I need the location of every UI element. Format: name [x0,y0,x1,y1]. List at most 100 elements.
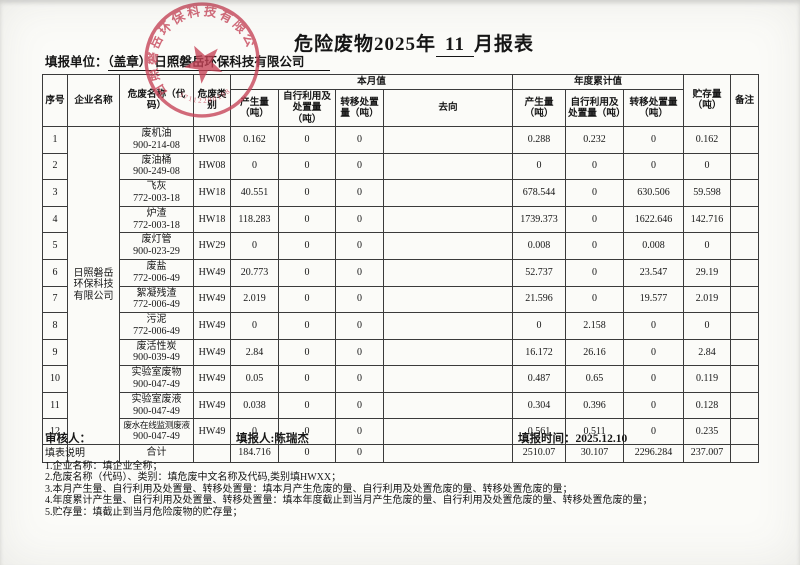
cell-destination [382,179,514,207]
cell-waste-category: HW49 [193,365,231,393]
cell-month-self-disposed: 0 [278,125,336,154]
waste-name-text: 炉渣 [146,207,167,219]
cell-destination [382,232,514,260]
cell-storage: 0 [683,152,732,181]
waste-code-text: 772-003-18 [133,192,180,204]
header-waste-category: 危废类别 [193,74,231,127]
cell-index: 8 [42,312,68,340]
table-row: 11 实验室废液 900-047-49 HW49 0.038 0 0 0.304 0.396 0 0… [42,391,760,420]
note-item: 5.贮存量：填截止到当月危险废物的贮存量； [45,506,243,518]
table-row: 10 实验室废物 900-047-49 HW49 0.05 0 0 0.487 0.65 0 0.1… [42,365,760,393]
cell-year-transferred: 0.008 [623,232,685,260]
waste-name-text: 实验室废液 [131,393,182,405]
cell-year-produced: 0.304 [512,391,567,420]
cell-year-produced: 0 [512,312,567,340]
cell-destination [382,285,514,314]
cell-remark [730,258,760,287]
note-item: 3.本月产生量、自行利用及处置量、转移处置量：填本月产生危废的量、自行利用及处置… [45,483,573,495]
cell-index: 10 [42,365,68,393]
cell-year-transferred: 1622.646 [623,205,685,234]
table-row: 12 废水在线监测废液 900-047-49 HW49 0 0 0 0.561 0.511 0 0.… [42,418,760,445]
cell-waste-category: HW49 [193,391,231,420]
cell-waste-name: 废灯管 900-023-29 [119,232,194,260]
table-row: 7 絮凝残渣 772-006-49 HW49 2.019 0 0 21.596 0 19.577 2… [42,285,760,314]
cell-year-produced: 0.487 [512,365,567,393]
cell-year-transferred: 0 [623,312,685,340]
waste-table-body: 1 日照磐岳环保科技有限公司 废机油 900-214-08 HW08 0.162 0 0 0.2… [42,125,760,445]
cell-waste-category: HW08 [193,152,231,181]
cell-month-produced: 2.019 [230,285,279,314]
cell-year-transferred: 0 [623,125,685,154]
cell-waste-category: HW49 [193,312,231,340]
cell-waste-name: 废油桶 900-249-08 [119,152,194,181]
cell-year-produced: 52.737 [512,258,567,287]
cell-month-produced: 118.283 [230,205,279,234]
cell-year-produced: 21.596 [512,285,567,314]
cell-storage: 0 [683,232,732,260]
cell-remark [730,285,760,314]
table-footer: 合计 184.716 0 0 2510.07 30.107 2296.284 2… [42,443,760,463]
table-row: 2 废油桶 900-249-08 HW08 0 0 0 0 0 0 0 [42,152,760,181]
cell-month-transferred: 0 [335,418,384,445]
cell-remark [730,365,760,393]
cell-month-self-disposed: 0 [278,285,336,314]
cell-destination [382,391,514,420]
header-destination: 去向 [382,89,514,127]
cell-year-self-disposed: 0 [565,205,625,234]
cell-month-self-disposed: 0 [278,365,336,393]
waste-code-text: 900-023-29 [133,246,180,258]
cell-year-produced: 0.008 [512,232,567,260]
cell-waste-category: HW08 [193,125,231,154]
cell-storage: 0.235 [683,418,732,445]
cell-storage: 0 [683,312,732,340]
total-year-self-disposed: 30.107 [565,443,625,463]
waste-name-text: 废活性炭 [136,340,177,352]
cell-waste-category: HW49 [193,258,231,287]
cell-destination [382,312,514,340]
waste-name-text: 废水在线监测废液 [123,420,190,431]
cell-index: 2 [42,152,68,181]
cell-remark [730,152,760,181]
cell-month-transferred: 0 [335,258,384,287]
waste-code-text: 900-214-08 [133,139,180,151]
cell-year-produced: 1739.373 [512,205,567,234]
cell-year-produced: 0 [512,152,567,181]
cell-waste-category: HW18 [193,205,231,234]
cell-year-produced: 0.561 [512,418,567,445]
header-month-group: 本月值 [229,74,514,90]
header-year-self-disposed: 自行利用及处置量（吨） [565,89,625,127]
report-unit-line: 填报单位：（盖章） 日照磐岳环保科技有限公司 [45,51,331,71]
cell-waste-name: 废盐 772-006-49 [119,258,194,287]
page-title: 危险废物2025年 11 月报表 [14,29,800,57]
cell-index: 9 [42,338,68,367]
cell-remark [730,205,760,234]
cell-year-produced: 678.544 [512,179,567,207]
cell-month-produced: 0.162 [230,125,279,154]
cell-waste-name: 污泥 772-006-49 [119,312,194,340]
cell-year-self-disposed: 0 [565,258,625,287]
cell-year-self-disposed: 0 [565,152,625,181]
cell-storage: 0.119 [683,365,732,393]
cell-remark [730,312,760,340]
notes-title: 填表说明 [45,448,85,459]
cell-destination [382,125,514,154]
waste-name-text: 废灯管 [141,234,172,246]
cell-month-produced: 0 [230,152,279,181]
cell-destination [382,365,514,393]
cell-year-self-disposed: 0.511 [565,418,625,445]
cell-year-self-disposed: 0 [565,179,625,207]
header-company: 企业名称 [67,74,120,127]
report-unit-value: （盖章） 日照磐岳环保科技有限公司 [107,55,331,71]
cell-year-self-disposed: 26.16 [565,338,625,367]
table-header: 序号 企业名称 危废名称（代码） 危废类别 本月值 年度累计值 贮存量（吨） 备… [42,74,760,127]
cell-waste-category: HW49 [193,338,231,367]
cell-waste-name: 絮凝残渣 772-006-49 [119,285,194,314]
cell-index: 5 [42,232,68,260]
title-suffix: 月报表 [474,34,535,55]
cell-month-produced: 2.84 [230,338,279,367]
cell-index: 1 [42,125,68,154]
cell-month-self-disposed: 0 [278,258,336,287]
total-month-self-disposed: 0 [278,443,336,463]
header-year-group: 年度累计值 [512,74,685,90]
table-row: 3 飞灰 772-003-18 HW18 40.551 0 0 678.544 0 630.506… [42,179,760,207]
